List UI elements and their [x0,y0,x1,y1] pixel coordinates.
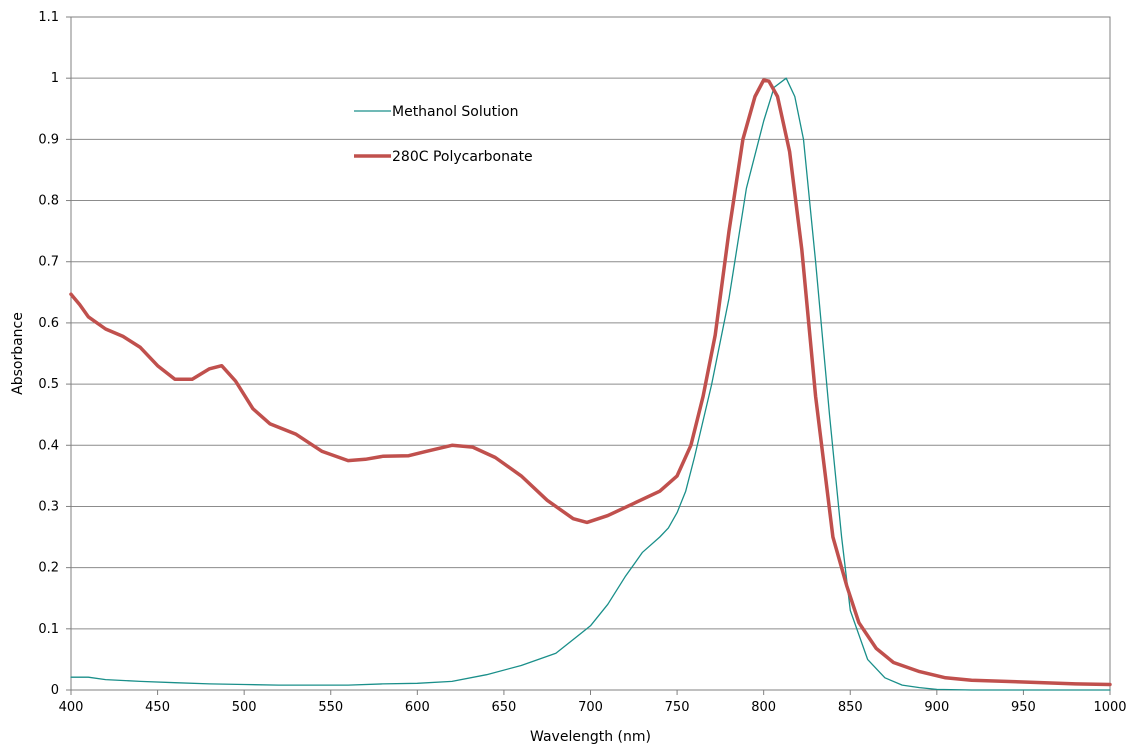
y-tick-label: 0 [51,683,59,698]
x-tick-label: 950 [1011,700,1036,715]
series-line-polycarbonate [69,78,1112,687]
gridlines [71,16,1110,691]
y-tick-label: 0.1 [38,622,59,637]
y-tick-label: 1.1 [38,10,59,25]
x-tick-label: 800 [751,700,776,715]
y-tick-label: 0.4 [38,438,59,453]
x-tick-label: 750 [665,700,690,715]
y-tick-label: 1 [51,71,59,86]
legend-label-polycarbonate: 280C Polycarbonate [392,149,533,165]
y-tick-label: 0.5 [38,377,59,392]
legend-label-methanol: Methanol Solution [392,104,518,120]
series-line-methanol [70,77,1111,691]
x-tick-label: 850 [838,700,863,715]
y-tick-label: 0.6 [38,316,59,331]
x-tick-label: 550 [318,700,343,715]
x-tick-label: 1000 [1093,700,1126,715]
x-tick-label: 650 [492,700,517,715]
series-lines [69,77,1112,691]
y-axis-ticks: 0 0.1 0.2 0.3 0.4 0.5 0.6 0.7 0.8 0.9 1 1.1 [38,10,71,698]
x-tick-label: 400 [59,700,84,715]
y-tick-label: 0.8 [38,194,59,209]
plot-frame [70,16,1111,691]
x-axis-title: Wavelength (nm) [530,729,651,745]
y-axis-title: Absorbance [10,312,26,395]
y-tick-label: 0.2 [38,561,59,576]
x-tick-label: 700 [578,700,603,715]
x-tick-label: 900 [924,700,949,715]
y-tick-label: 0.7 [38,255,59,270]
y-tick-label: 0.9 [38,132,59,147]
x-tick-label: 450 [145,700,170,715]
y-tick-label: 0.3 [38,499,59,514]
x-tick-label: 600 [405,700,430,715]
legend: Methanol Solution 280C Polycarbonate [354,104,533,165]
x-axis-ticks: 400 450 500 550 600 650 700 750 800 850 900 950 1000 [59,690,1127,715]
x-tick-label: 500 [232,700,257,715]
